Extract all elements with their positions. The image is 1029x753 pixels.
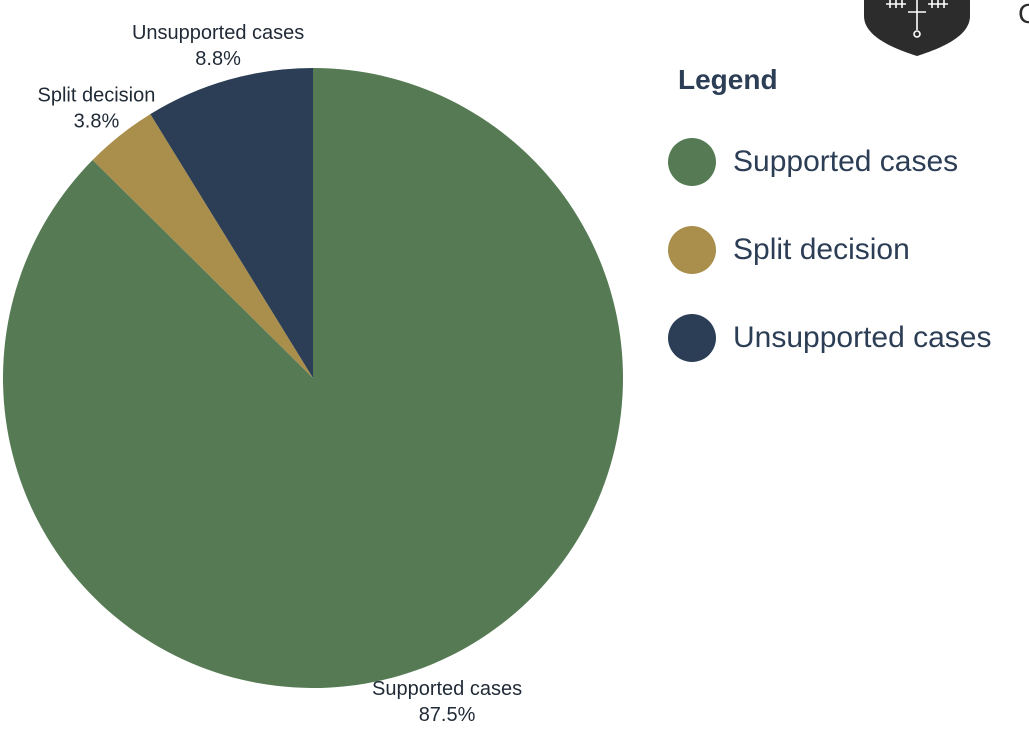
slice-label-split-decision: Split decision 3.8% bbox=[38, 85, 156, 133]
pie-slice-supported-cases bbox=[2, 68, 623, 688]
legend-swatch-supported-cases bbox=[668, 138, 716, 186]
legend-label-split-decision: Split decision bbox=[733, 233, 910, 266]
legend-swatch-unsupported-cases bbox=[668, 314, 716, 362]
legend-label-unsupported-cases: Unsupported cases bbox=[733, 321, 992, 354]
legend-label-supported-cases: Supported cases bbox=[733, 145, 959, 178]
shield-logo-icon bbox=[862, 0, 972, 56]
slice-label-name: Supported cases bbox=[372, 678, 522, 700]
legend-item-supported-cases: Supported cases bbox=[668, 138, 1029, 186]
legend-title: Legend bbox=[678, 64, 778, 95]
pie-slice-split-decision bbox=[92, 114, 313, 379]
chart-legend: Legend Supported cases Split decision Un… bbox=[668, 62, 1029, 402]
pie-slices bbox=[2, 68, 623, 688]
slice-label-percentage: 87.5% bbox=[419, 704, 476, 726]
slice-label-name: Split decision bbox=[38, 85, 156, 107]
logo-wordmark: C bbox=[1018, 0, 1029, 29]
pie-slice-unsupported-cases bbox=[150, 68, 313, 378]
slice-label-percentage: 8.8% bbox=[195, 48, 241, 70]
slice-label-percentage: 3.8% bbox=[74, 111, 120, 133]
pie-slice-labels: Supported cases 87.5% Split decision 3.8% Un… bbox=[38, 22, 523, 726]
legend-swatch-split-decision bbox=[668, 226, 716, 274]
legend-item-split-decision: Split decision bbox=[668, 226, 1029, 274]
slice-label-unsupported-cases: Unsupported cases 8.8% bbox=[132, 22, 304, 70]
legend-item-unsupported-cases: Unsupported cases bbox=[668, 314, 1029, 362]
slice-label-name: Unsupported cases bbox=[132, 22, 304, 44]
slice-label-supported-cases: Supported cases 87.5% bbox=[372, 678, 522, 726]
